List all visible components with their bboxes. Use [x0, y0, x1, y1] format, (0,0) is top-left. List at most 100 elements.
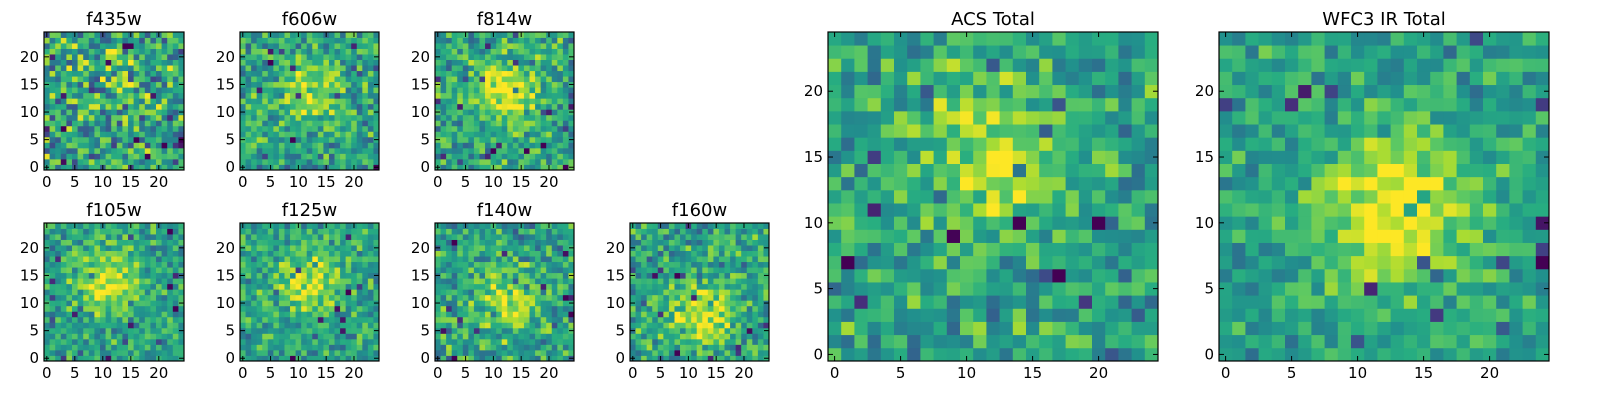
heatmap-cell: [55, 54, 62, 60]
heatmap-cell: [707, 223, 714, 229]
heatmap-cell: [240, 125, 246, 132]
heatmap-cell: [512, 131, 519, 138]
y-tick-label: 15: [606, 266, 625, 284]
heatmap-cell: [933, 176, 948, 191]
heatmap-cell: [362, 349, 369, 356]
heatmap-cell: [334, 125, 341, 132]
heatmap-cell: [535, 65, 542, 72]
heatmap-cell: [295, 125, 302, 132]
heatmap-cell: [111, 87, 118, 94]
heatmap-cell: [161, 70, 168, 77]
heatmap-cell: [529, 70, 536, 77]
heatmap-cell: [290, 37, 296, 44]
heatmap-cell: [295, 250, 302, 257]
heatmap-cell: [133, 92, 140, 99]
heatmap-cell: [752, 278, 759, 285]
heatmap-cell: [501, 158, 508, 165]
heatmap-cell: [306, 164, 313, 171]
heatmap-cell: [306, 54, 313, 60]
heatmap-cell: [1052, 163, 1066, 178]
y-tick-label: 10: [411, 103, 430, 121]
heatmap-cell: [496, 327, 503, 334]
heatmap-cell: [150, 120, 157, 127]
heatmap-cell: [490, 147, 497, 154]
x-tick-label: 20: [539, 173, 558, 191]
heatmap-cell: [373, 289, 380, 296]
heatmap-cell: [284, 43, 291, 49]
heatmap-cell: [999, 203, 1014, 217]
heatmap-cell: [496, 316, 503, 323]
heatmap-cell: [468, 32, 475, 38]
heatmap-cell: [262, 239, 269, 246]
heatmap-cell: [312, 294, 319, 301]
heatmap-cell: [88, 87, 95, 94]
heatmap-cell: [551, 65, 558, 72]
heatmap-cell: [373, 65, 380, 72]
x-tick-label: 0: [42, 364, 52, 382]
heatmap-cell: [507, 43, 514, 49]
heatmap-cell: [496, 32, 503, 38]
heatmap-cell: [501, 250, 508, 257]
heatmap-cell: [44, 158, 50, 165]
heatmap-cell: [468, 54, 475, 60]
heatmap-cell: [757, 355, 764, 362]
heatmap-cell: [479, 164, 486, 171]
heatmap-cell: [933, 321, 948, 336]
heatmap-cell: [245, 65, 252, 72]
heatmap-cell: [367, 239, 374, 246]
heatmap-cell: [128, 136, 134, 143]
heatmap-cell: [245, 349, 252, 356]
heatmap-cell: [317, 294, 324, 301]
heatmap-cell: [540, 333, 547, 340]
heatmap-cell: [262, 54, 269, 60]
heatmap-cell: [540, 48, 547, 55]
heatmap-cell: [685, 349, 692, 356]
heatmap-cell: [551, 355, 558, 362]
heatmap-cell: [161, 65, 168, 72]
heatmap-cell: [156, 250, 162, 257]
heatmap-cell: [685, 261, 692, 268]
heatmap-cell: [446, 338, 453, 345]
heatmap-cell: [894, 321, 908, 336]
heatmap-cell: [94, 316, 101, 323]
heatmap-cell: [273, 114, 280, 121]
heatmap-cell: [479, 333, 486, 340]
heatmap-cell: [473, 158, 480, 165]
heatmap-cell: [468, 48, 475, 55]
heatmap-cell: [150, 109, 157, 116]
heatmap-cell: [535, 300, 542, 307]
heatmap-cell: [540, 136, 547, 143]
heatmap-cell: [172, 98, 179, 105]
heatmap-cell: [328, 158, 335, 165]
heatmap-cell: [718, 344, 725, 351]
heatmap-cell: [724, 316, 731, 323]
heatmap-cell: [172, 261, 179, 268]
heatmap-cell: [741, 245, 748, 251]
heatmap-cell: [150, 92, 157, 99]
heatmap-cell: [345, 289, 352, 296]
heatmap-cell: [144, 333, 151, 340]
axes-frame: [43, 31, 185, 171]
heatmap-cell: [178, 228, 185, 235]
heatmap-cell: [94, 48, 101, 55]
heatmap-cell: [167, 355, 174, 362]
heatmap-cell: [83, 131, 90, 138]
heatmap-cell: [490, 76, 497, 83]
heatmap-cell: [251, 65, 258, 72]
heatmap-cell: [245, 98, 252, 105]
heatmap-cell: [440, 142, 447, 149]
heatmap-cell: [512, 81, 519, 88]
heatmap-cell: [105, 147, 112, 154]
heatmap-cell: [490, 333, 497, 340]
heatmap-cell: [635, 344, 642, 351]
heatmap-cell: [635, 228, 642, 235]
heatmap-cell: [83, 125, 90, 132]
heatmap-cell: [451, 300, 458, 307]
heatmap-cell: [512, 283, 519, 290]
heatmap-cell: [128, 65, 134, 72]
heatmap-cell: [880, 321, 895, 336]
heatmap-cell: [312, 70, 319, 77]
heatmap-cell: [373, 120, 380, 127]
heatmap-cell: [172, 54, 179, 60]
heatmap-cell: [251, 114, 258, 121]
